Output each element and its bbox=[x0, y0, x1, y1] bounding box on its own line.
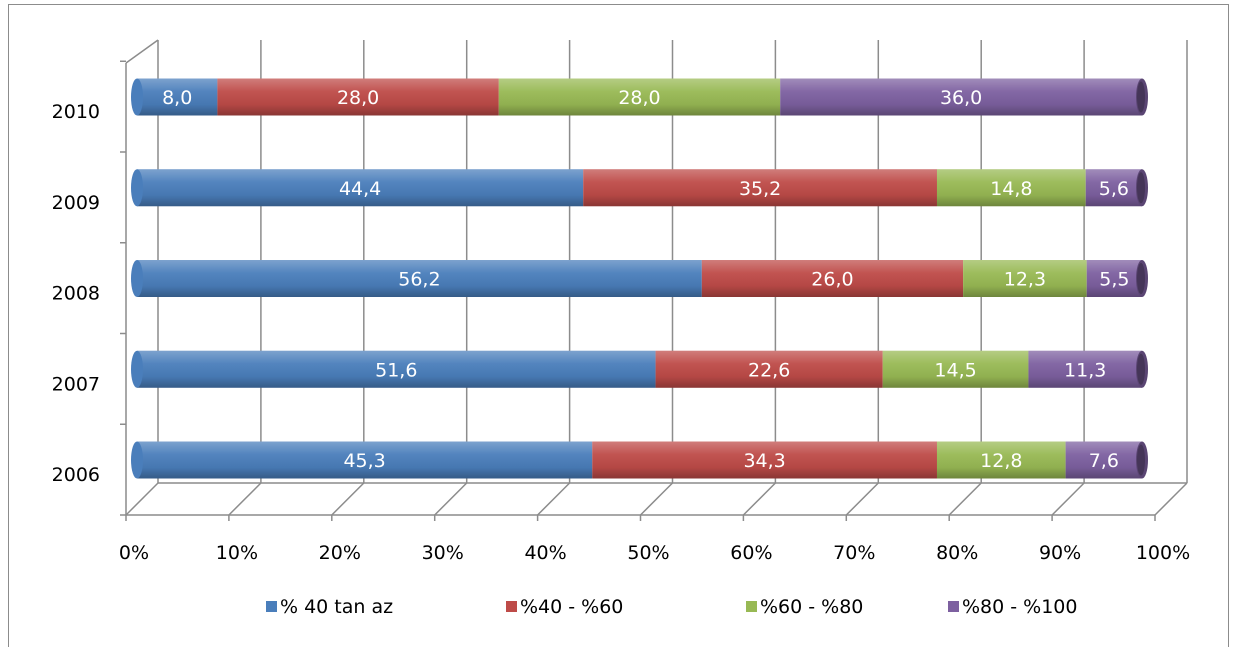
bar-segment-shading bbox=[655, 350, 883, 388]
bar-segment-shading bbox=[936, 169, 1086, 207]
legend-label-s2: %60 - %80 bbox=[760, 596, 863, 618]
data-label-2009-s1: 35,2 bbox=[739, 178, 781, 200]
bar-segment-shading bbox=[137, 260, 702, 297]
data-label-2008-s1: 26,0 bbox=[811, 269, 853, 291]
data-label-2010-s2: 28,0 bbox=[618, 87, 660, 109]
y-tick-label-2008: 2008 bbox=[52, 283, 100, 305]
bar-end-cap-inner bbox=[1137, 353, 1145, 385]
bar-segment-shading bbox=[882, 350, 1029, 388]
data-label-2006-s3: 7,6 bbox=[1089, 450, 1119, 472]
legend-swatch-s1 bbox=[506, 601, 517, 612]
gridline-floor bbox=[1154, 482, 1188, 516]
legend-swatch-s3 bbox=[948, 601, 959, 612]
bar-segment-shading bbox=[1028, 350, 1142, 388]
gridline-floor bbox=[125, 482, 159, 516]
x-tick-label: 70% bbox=[833, 542, 875, 564]
data-label-2008-s3: 5,5 bbox=[1099, 269, 1129, 291]
bar-segment-shading bbox=[1085, 169, 1142, 207]
y-tick-label-2010: 2010 bbox=[52, 101, 100, 123]
bar-end-cap-inner bbox=[1137, 263, 1145, 294]
bar-end-cap-inner bbox=[1137, 81, 1145, 113]
x-tick-label: 50% bbox=[627, 542, 669, 564]
bar-segment-shading bbox=[1065, 441, 1142, 479]
bar-end-cap-inner bbox=[1137, 172, 1145, 204]
gridline-floor bbox=[434, 482, 468, 516]
legend-label-s1: %40 - %60 bbox=[520, 596, 623, 618]
bar-start-cap bbox=[131, 260, 143, 297]
bar-segment-shading bbox=[963, 260, 1087, 297]
gridline-floor bbox=[742, 482, 776, 516]
x-tick-label: 20% bbox=[319, 542, 361, 564]
side-wall-top-edge bbox=[125, 39, 159, 64]
bar-start-cap bbox=[131, 169, 143, 207]
x-tick-label: 30% bbox=[422, 542, 464, 564]
data-label-2008-s0: 56,2 bbox=[398, 269, 440, 291]
chart-frame: 0% 10% 20% 30% 40% 50% 60% 70% 80% 90% 100% 2006 200… bbox=[8, 4, 1229, 647]
data-label-2010-s1: 28,0 bbox=[337, 87, 379, 109]
bar-segment-shading bbox=[583, 169, 937, 207]
stacked-bar-chart: 0% 10% 20% 30% 40% 50% 60% 70% 80% 90% 100% 2006 200… bbox=[52, 39, 1190, 618]
data-label-2010-s3: 36,0 bbox=[940, 87, 982, 109]
bar-segment-shading bbox=[137, 441, 593, 479]
data-label-2006-s1: 34,3 bbox=[743, 450, 785, 472]
bar-segment-shading bbox=[701, 260, 964, 297]
bar-segment-shading bbox=[1086, 260, 1142, 297]
bars bbox=[131, 78, 1148, 479]
data-label-2007-s0: 51,6 bbox=[375, 359, 417, 381]
x-tick-label: 10% bbox=[216, 542, 258, 564]
gridline-floor bbox=[845, 482, 879, 516]
bar-segment-shading bbox=[137, 350, 656, 388]
data-label-2007-s2: 14,5 bbox=[934, 359, 976, 381]
data-label-2008-s2: 12,3 bbox=[1004, 269, 1046, 291]
bar-segment-shading bbox=[137, 169, 584, 207]
y-tick-label-2009: 2009 bbox=[52, 192, 100, 214]
gridline-floor bbox=[537, 482, 571, 516]
gridline-floor bbox=[331, 482, 365, 516]
data-label-2010-s0: 8,0 bbox=[162, 87, 192, 109]
x-tick-label: 60% bbox=[730, 542, 772, 564]
data-label-2006-s0: 45,3 bbox=[343, 450, 385, 472]
bar-segment-shading bbox=[592, 441, 937, 479]
x-tick-label: 90% bbox=[1039, 542, 1081, 564]
y-tick-label-2006: 2006 bbox=[52, 464, 100, 486]
gridline-floor bbox=[1051, 482, 1085, 516]
legend-label-s3: %80 - %100 bbox=[962, 596, 1077, 618]
x-tick-label: 0% bbox=[119, 542, 149, 564]
axes: 0% 10% 20% 30% 40% 50% 60% 70% 80% 90% 100% 2006 200… bbox=[52, 39, 1190, 564]
bar-segment-shading bbox=[780, 78, 1142, 116]
data-label-2007-s1: 22,6 bbox=[748, 359, 790, 381]
bar-segment-shading bbox=[498, 78, 781, 116]
bar-start-cap bbox=[131, 350, 143, 388]
x-tick-label: 40% bbox=[524, 542, 566, 564]
x-tick-label: 100% bbox=[1136, 542, 1190, 564]
legend-label-s0: % 40 tan az bbox=[280, 596, 393, 618]
bar-start-cap bbox=[131, 441, 143, 479]
bar-start-cap bbox=[131, 78, 143, 116]
data-label-2009-s3: 5,6 bbox=[1099, 178, 1129, 200]
data-label-2009-s2: 14,8 bbox=[990, 178, 1032, 200]
legend-swatch-s0 bbox=[266, 601, 277, 612]
bar-segment-shading bbox=[137, 78, 218, 116]
bar-end-cap-inner bbox=[1137, 444, 1145, 476]
y-tick-label-2007: 2007 bbox=[52, 373, 100, 395]
gridline-floor bbox=[639, 482, 674, 516]
bar-segment-shading bbox=[936, 441, 1066, 479]
data-label-2009-s0: 44,4 bbox=[339, 178, 381, 200]
legend-swatch-s2 bbox=[746, 601, 757, 612]
x-tick-label: 80% bbox=[936, 542, 978, 564]
data-labels: 45,3 34,3 12,8 7,6 51,6 22,6 14,5 11,3 56,2 26,0 1… bbox=[162, 87, 1129, 472]
data-label-2006-s2: 12,8 bbox=[980, 450, 1022, 472]
data-label-2007-s3: 11,3 bbox=[1064, 359, 1106, 381]
legend: % 40 tan az %40 - %60 %60 - %80 %80 - %100 bbox=[266, 596, 1077, 618]
gridline-floor bbox=[948, 482, 982, 516]
gridline-floor bbox=[228, 482, 262, 516]
bar-segment-shading bbox=[217, 78, 499, 116]
